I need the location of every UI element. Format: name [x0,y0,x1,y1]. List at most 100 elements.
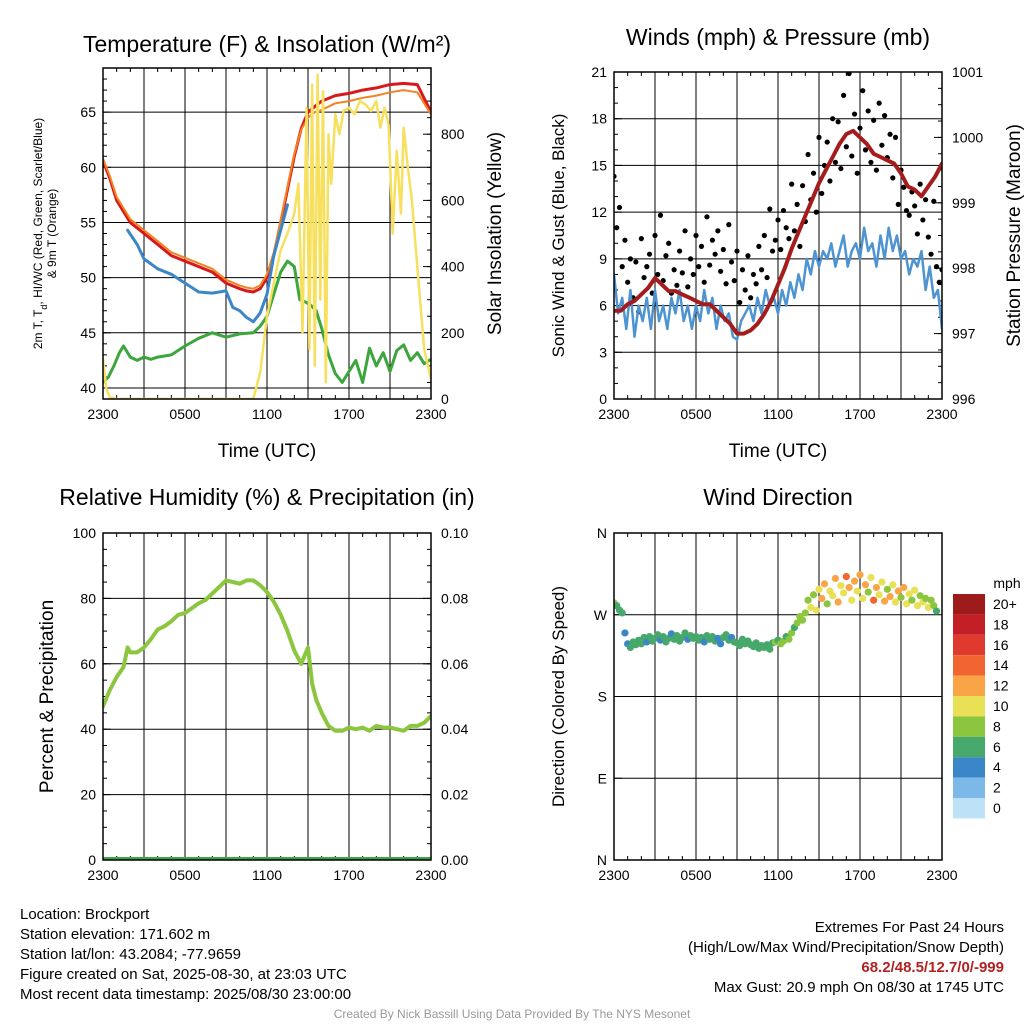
gust-point [720,246,726,253]
direction-point [845,583,853,592]
extremes-panel: Extremes For Past 24 Hours (High/Low/Max… [688,918,1004,998]
gust-point [838,165,844,172]
direction-point [897,593,905,602]
gust-point [622,237,628,243]
x-tick-label: 2300 [926,406,957,422]
gust-point [923,197,929,203]
gust-point [901,184,907,190]
legend-label: 16 [993,637,1009,653]
heat_index_wc-series [103,259,431,384]
plot-area [103,73,431,399]
legend-label: 12 [993,678,1009,694]
legend-label: 20+ [993,596,1017,612]
direction-point [905,590,913,598]
latlon-text: Station lat/lon: 43.2084; -77.9659 [20,946,242,963]
y2-tick-label: 600 [441,192,465,208]
gust-point [718,268,724,274]
y2-tick-label: 400 [441,259,465,275]
y2-tick-label: 996 [952,391,976,407]
x-tick-label: 2300 [415,867,446,883]
gust-point [652,232,658,239]
gust-point [690,271,696,278]
gust-point [892,134,899,140]
gust-point [704,214,710,220]
direction-point [875,591,883,599]
y-tick-label: S [598,689,607,705]
gust-point [851,111,858,117]
gust-point [682,228,688,234]
gust-point [674,282,680,288]
y2-tick-label: 0.04 [441,721,468,737]
direction-point [900,583,908,592]
y-tick-label: 60 [80,159,96,175]
gust-point [857,125,863,131]
gust-point [685,284,691,290]
gust-point [728,259,735,265]
x-tick-label: 1700 [333,867,364,883]
direction-point [637,640,645,648]
direction-point [722,631,730,639]
gust-point [805,151,811,158]
direction-point [850,577,859,585]
gust-point [731,278,737,284]
gust-point [750,271,757,278]
x-tick-label: 1100 [763,406,793,422]
gust-point [868,159,874,165]
gust-point [753,281,759,287]
direction-point [842,573,850,581]
legend-title: mph [993,575,1020,591]
max-gust-text: Max Gust: 20.9 mph On 08/30 at 1745 UTC [713,979,1004,996]
gust-point [745,253,751,259]
gust-point [824,139,830,145]
chart-title: Wind Direction [703,484,853,510]
gust-point [865,108,871,114]
gust-point [748,295,754,301]
x-tick-label: 2300 [415,406,446,422]
gust-point [933,264,940,270]
x-axis-label: Time (UTC) [218,441,317,462]
plot-frame [613,71,943,400]
direction-point [867,573,875,582]
direction-point [736,642,744,650]
gust-point [917,181,923,187]
direction-point [654,631,662,639]
y-tick-label: 15 [591,157,607,173]
y2-tick-label: 0.08 [441,590,468,606]
y-tick-label: 40 [80,380,96,396]
y-axis-label: Sonic Wind & Gust (Blue, Black) [549,114,568,358]
chart-title: Temperature (F) & Insolation (W/m²) [83,31,451,57]
gust-point [646,251,653,257]
direction-point [788,629,796,637]
y-axis-label: Percent & Precipitation [37,600,58,793]
recent-data-text: Most recent data timestamp: 2025/08/30 2… [20,986,352,1003]
gust-point [816,134,822,140]
y-tick-label: 0 [88,852,96,868]
x-tick-label: 2300 [87,406,118,422]
chart-title: Winds (mph) & Pressure (mb) [626,24,930,50]
direction-point [916,592,924,600]
legend-swatch [953,675,985,696]
direction-point [793,619,801,627]
direction-point [837,582,845,590]
gust-point [767,206,773,212]
legend-label: 18 [993,616,1009,632]
gust-point [761,232,767,239]
gust-point [693,232,699,239]
chart-title: Relative Humidity (%) & Precipitation (i… [59,484,474,510]
direction-point [911,586,919,594]
gust-point [813,209,819,215]
gust-point [794,201,800,207]
direction-point [932,607,941,615]
gust-point [849,153,855,159]
legend-label: 14 [993,657,1009,673]
x-tick-label: 1100 [252,867,282,883]
legend-label: 4 [993,759,1001,775]
gust-point [666,240,672,246]
y-tick-label: 60 [80,656,96,672]
gust-point [712,251,718,257]
legend-swatch [953,594,985,615]
legend-label: 8 [993,718,1001,734]
direction-point [936,0,943,4]
direction-point [908,596,916,604]
direction-point [922,594,930,603]
